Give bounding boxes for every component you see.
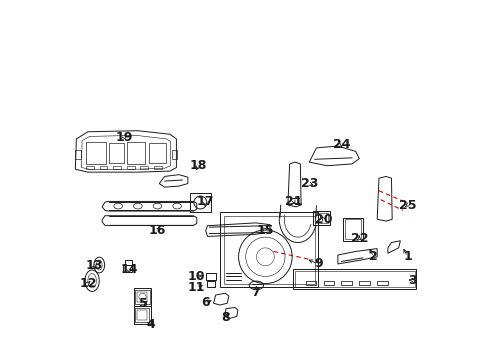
Bar [134,306,151,324]
Text: 10: 10 [187,270,205,283]
Text: 8: 8 [221,311,230,324]
Bar [172,150,177,159]
Bar [137,310,147,320]
Text: 25: 25 [399,198,416,212]
Text: 21: 21 [285,195,303,208]
Bar [137,292,147,302]
Bar [127,143,145,164]
Bar [86,166,94,169]
Text: 6: 6 [201,296,210,309]
Bar [124,260,132,265]
Text: 20: 20 [315,213,332,226]
Bar [342,281,352,285]
Text: 15: 15 [256,224,274,237]
Bar [113,166,121,169]
Text: 1: 1 [403,250,412,263]
Text: 16: 16 [149,224,166,237]
Text: 24: 24 [333,138,350,151]
Bar [306,281,317,285]
Bar [223,216,315,284]
Text: 18: 18 [190,159,207,172]
Bar [135,308,149,322]
Bar [135,290,149,304]
Bar [123,265,132,272]
Text: 17: 17 [196,195,214,208]
Bar [75,150,81,159]
Bar [134,288,151,306]
Text: 13: 13 [86,259,103,272]
Bar [293,269,416,289]
Text: 2: 2 [369,250,378,263]
Bar [140,166,148,169]
Bar [220,212,318,287]
Bar [86,143,106,164]
Bar [343,217,363,241]
Text: 7: 7 [251,286,260,299]
Bar [377,281,388,285]
Text: 14: 14 [120,263,138,276]
Text: 22: 22 [350,233,368,246]
Bar [323,281,334,285]
Text: 23: 23 [300,177,318,190]
Text: 3: 3 [409,274,417,287]
Bar [295,271,415,287]
Bar [109,143,123,163]
Bar [315,213,328,223]
Bar [345,219,361,239]
Bar [99,166,107,169]
Text: 11: 11 [187,281,205,294]
Text: 19: 19 [116,131,133,144]
Text: 9: 9 [314,257,322,270]
Text: 12: 12 [79,277,97,290]
Bar [127,166,135,169]
Bar [207,282,215,287]
Bar [154,166,162,169]
Bar [359,281,370,285]
Bar [190,193,211,212]
Bar [148,143,167,163]
Text: 4: 4 [146,318,155,331]
Bar [313,211,330,225]
Text: 5: 5 [139,297,147,310]
Bar [206,273,217,280]
